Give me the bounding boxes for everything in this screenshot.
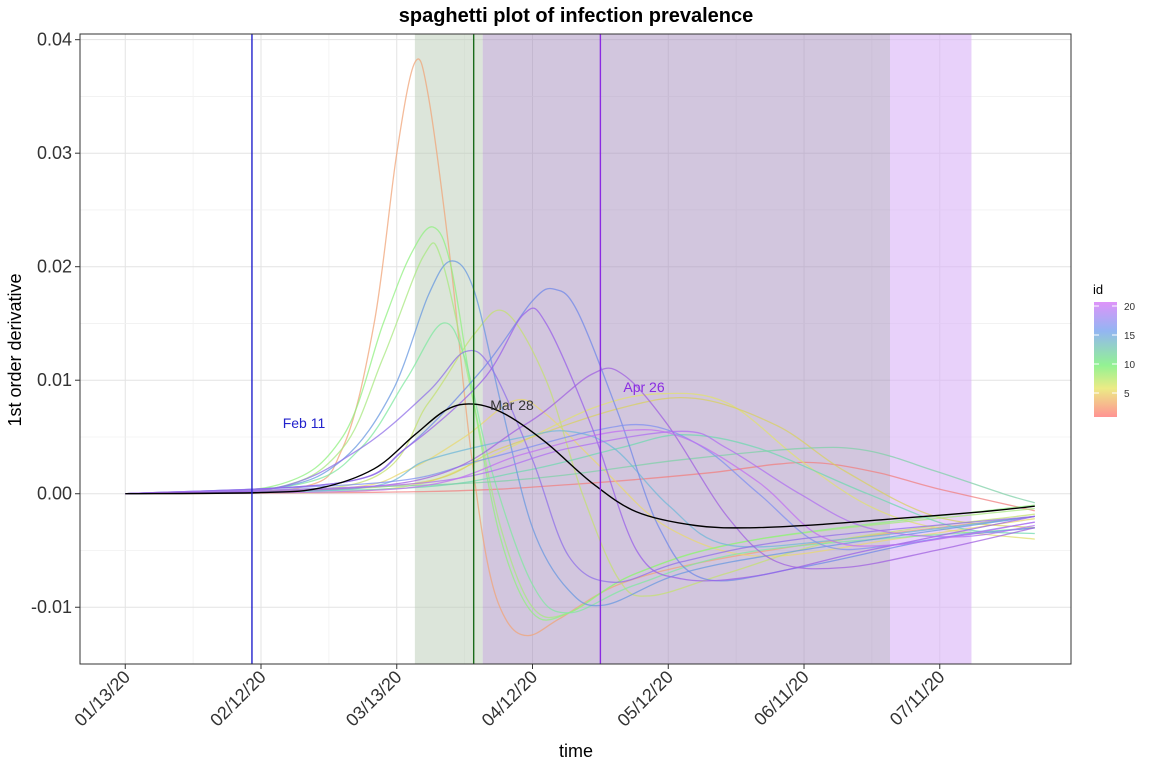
series-line-mean <box>125 403 1035 529</box>
y-axis-ticks: -0.01 0.00 0.01 0.02 0.03 0.04 <box>31 30 80 617</box>
y-tick-label: 0.00 <box>37 484 72 504</box>
series-line-18 <box>125 367 1035 570</box>
vertical-reference-lines: Feb 11 Mar 28 Apr 26 <box>251 34 665 664</box>
x-tick-label: 01/13/20 <box>70 667 134 731</box>
series-line-1 <box>125 461 1035 512</box>
y-tick-label: -0.01 <box>31 597 72 617</box>
x-tick-label: 03/13/20 <box>342 667 406 731</box>
vertical-line-label: Mar 28 <box>490 397 534 413</box>
series-line-15 <box>125 423 1035 551</box>
legend-tick-label: 15 <box>1124 331 1136 342</box>
series-line-6 <box>125 309 1035 597</box>
chart-title: spaghetti plot of infection prevalence <box>399 5 754 27</box>
x-tick-label: 06/11/20 <box>750 667 813 730</box>
vertical-line-label: Feb 11 <box>283 415 326 431</box>
legend-tick-label: 5 <box>1124 389 1130 400</box>
y-tick-label: 0.01 <box>37 370 72 390</box>
y-tick-label: 0.04 <box>37 30 72 50</box>
x-axis-ticks: 01/13/20 02/12/20 03/13/20 04/12/20 05/12/20… <box>70 664 949 731</box>
x-axis-label: time <box>559 741 593 761</box>
legend-tick-label: 10 <box>1124 360 1136 371</box>
y-tick-label: 0.03 <box>37 143 72 163</box>
series-line-20 <box>125 428 1035 547</box>
series-line-11 <box>125 446 1035 504</box>
series-line-2 <box>125 58 1035 637</box>
x-tick-label: 07/11/20 <box>886 667 949 730</box>
x-tick-label: 04/12/20 <box>478 667 542 731</box>
series-lines <box>125 58 1035 637</box>
series-line-9 <box>125 322 1035 614</box>
shaded-region <box>482 34 890 664</box>
legend-title: id <box>1093 282 1103 297</box>
series-line-19 <box>125 430 1035 538</box>
legend: id 5 10 15 20 <box>1093 282 1136 417</box>
y-axis-label: 1st order derivative <box>5 273 25 426</box>
series-line-16 <box>125 349 1035 583</box>
shaded-regions <box>414 34 972 664</box>
legend-colorbar <box>1094 302 1117 417</box>
shaded-region <box>414 34 483 664</box>
shaded-region <box>889 34 972 664</box>
series-line-8 <box>125 226 1035 621</box>
vertical-line-label: Apr 26 <box>623 379 664 395</box>
x-tick-label: 05/12/20 <box>613 667 677 731</box>
legend-ticks: 5 10 15 20 <box>1094 302 1136 400</box>
legend-tick-label: 20 <box>1124 302 1136 313</box>
series-line-12 <box>125 430 1035 548</box>
x-tick-label: 02/12/20 <box>206 667 270 731</box>
plot-border <box>79 33 1072 665</box>
series-line-3 <box>125 398 1035 558</box>
series-line-17 <box>125 307 1035 582</box>
y-tick-label: 0.02 <box>37 257 72 277</box>
